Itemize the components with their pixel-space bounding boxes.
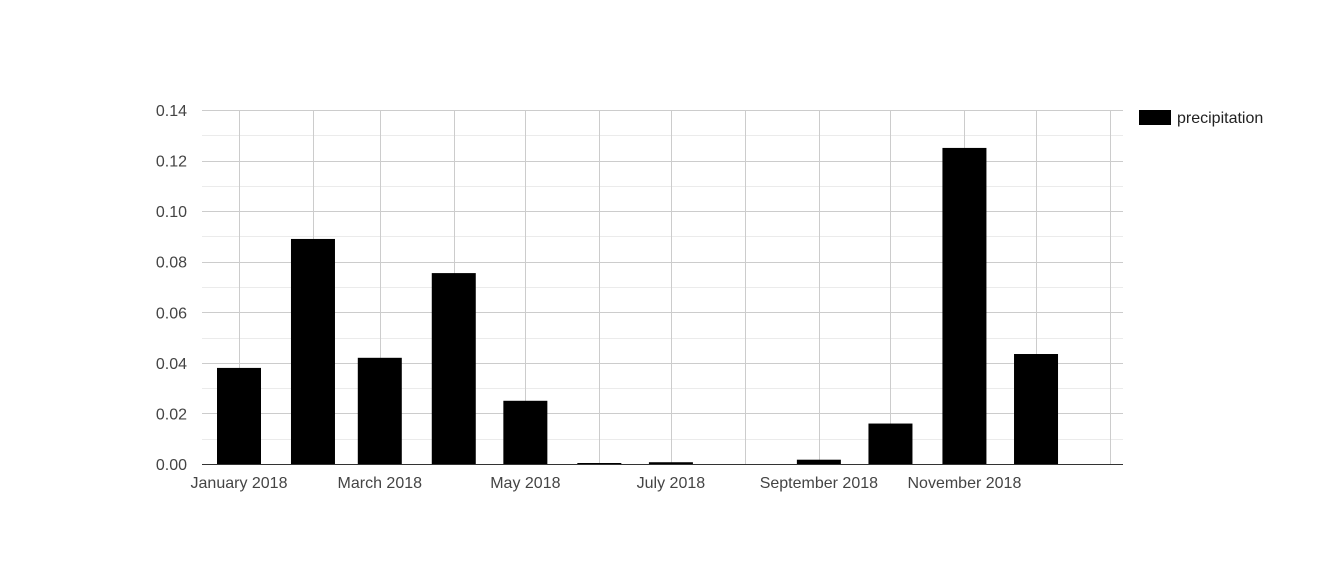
bar-2018-05[interactable] <box>503 400 548 464</box>
y-tick-label: 0.14 <box>156 103 187 120</box>
bar-2018-07[interactable] <box>648 462 693 464</box>
y-tick-label: 0.12 <box>156 154 187 171</box>
y-tick-label: 0.02 <box>156 406 187 423</box>
x-tick-label: March 2018 <box>338 475 423 492</box>
y-tick-label: 0.04 <box>156 356 187 373</box>
x-tick-label: January 2018 <box>191 475 288 492</box>
legend-swatch-precipitation <box>1139 110 1171 125</box>
bar-2018-01[interactable] <box>217 367 261 464</box>
bar-2018-11[interactable] <box>942 147 987 464</box>
x-tick-label: May 2018 <box>490 475 560 492</box>
bar-2018-02[interactable] <box>290 238 335 464</box>
y-tick-label: 0.10 <box>156 204 187 221</box>
bar-2018-10[interactable] <box>868 423 913 464</box>
bar-2018-03[interactable] <box>357 357 402 464</box>
x-tick-label: July 2018 <box>637 475 706 492</box>
bar-2018-12[interactable] <box>1014 354 1059 464</box>
legend-label-precipitation: precipitation <box>1177 110 1263 127</box>
bar-series-precipitation <box>217 147 1059 464</box>
y-tick-label: 0.08 <box>156 255 187 272</box>
x-tick-label: November 2018 <box>908 475 1022 492</box>
y-tick-label: 0.06 <box>156 305 187 322</box>
bar-2018-04[interactable] <box>431 273 476 464</box>
x-tick-label: September 2018 <box>760 475 878 492</box>
y-tick-label: 0.00 <box>156 457 187 474</box>
bar-2018-09[interactable] <box>796 459 841 464</box>
bar-2018-06[interactable] <box>577 463 622 464</box>
legend: precipitation <box>1139 110 1263 127</box>
axes: 0.00 0.02 0.04 0.06 0.08 0.10 0.12 0.14 January … <box>156 103 1123 492</box>
